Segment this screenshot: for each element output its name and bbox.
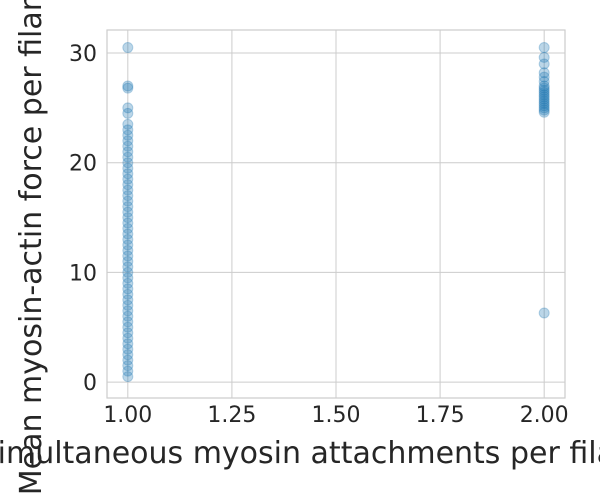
scatter-point xyxy=(122,360,134,372)
scatter-point xyxy=(122,124,134,136)
scatter-point xyxy=(122,255,134,267)
scatter-point xyxy=(538,91,550,103)
scatter-point xyxy=(538,51,550,63)
grid xyxy=(107,30,565,398)
scatter-point xyxy=(122,332,134,344)
scatter-point xyxy=(122,365,134,377)
scatter-point xyxy=(122,327,134,339)
scatter-point xyxy=(122,173,134,185)
scatter-point xyxy=(122,283,134,295)
x-tick-label: 1.50 xyxy=(312,403,361,428)
scatter-point xyxy=(538,80,550,92)
scatter-point xyxy=(122,82,134,94)
scatter-point xyxy=(122,179,134,191)
scatter-point xyxy=(122,140,134,152)
scatter-point xyxy=(122,42,134,54)
scatter-point xyxy=(122,135,134,147)
scatter-point xyxy=(122,162,134,174)
x-axis-label: Simultaneous myosin attachments per fila… xyxy=(0,436,600,471)
scatter-point xyxy=(122,266,134,278)
scatter-point xyxy=(122,190,134,202)
scatter-point xyxy=(122,107,134,119)
scatter-point xyxy=(538,42,550,54)
x-tick-label: 1.25 xyxy=(207,403,256,428)
scatter-point xyxy=(122,80,134,92)
plot-frame xyxy=(106,29,566,399)
scatter-point xyxy=(538,71,550,83)
scatter-point xyxy=(122,343,134,355)
scatter-point xyxy=(122,217,134,229)
scatter-point xyxy=(538,95,550,107)
scatter-point xyxy=(538,84,550,96)
scatter-point xyxy=(122,244,134,256)
scatter-point xyxy=(538,87,550,99)
scatter-point xyxy=(538,67,550,79)
scatter-point xyxy=(122,277,134,289)
scatter-point xyxy=(122,157,134,169)
scatter-point xyxy=(122,212,134,224)
scatter-point xyxy=(538,100,550,112)
scatter-point xyxy=(538,102,550,114)
x-tick-label: 1.00 xyxy=(103,403,152,428)
scatter-point xyxy=(538,76,550,88)
scatter-point xyxy=(122,146,134,158)
scatter-point xyxy=(122,239,134,251)
labels: 0 10 20 30 1.00 1.25 1.50 1.75 2.00 xyxy=(69,42,569,428)
scatter-point xyxy=(122,195,134,207)
points xyxy=(122,42,550,383)
x-tick-label: 2.00 xyxy=(520,403,569,428)
y-tick-label: 10 xyxy=(69,261,97,286)
scatter-point xyxy=(122,310,134,322)
scatter-point xyxy=(122,129,134,141)
scatter-point xyxy=(122,261,134,273)
scatter-point xyxy=(538,82,550,94)
y-tick-label: 20 xyxy=(69,152,97,177)
scatter-point xyxy=(122,151,134,163)
scatter-point xyxy=(122,234,134,246)
scatter-point xyxy=(122,316,134,328)
scatter-point xyxy=(538,89,550,101)
scatter-point xyxy=(538,93,550,105)
scatter-point xyxy=(122,305,134,317)
scatter-point xyxy=(122,250,134,262)
scatter-point xyxy=(122,201,134,213)
scatter-point xyxy=(122,118,134,130)
scatter-point xyxy=(538,106,550,118)
scatter-point xyxy=(122,206,134,218)
y-tick-label: 30 xyxy=(69,42,97,67)
y-tick-label: 0 xyxy=(83,371,97,396)
scatter-point xyxy=(122,168,134,180)
y-axis-label: Mean myosin-actin force per filament xyxy=(14,0,49,495)
scatter-point xyxy=(122,321,134,333)
scatter-point xyxy=(538,104,550,116)
scatter-point xyxy=(538,58,550,70)
scatter-point xyxy=(122,294,134,306)
scatter-point xyxy=(122,288,134,300)
scatter-point xyxy=(122,102,134,114)
scatter-point xyxy=(122,338,134,350)
scatter-point xyxy=(122,184,134,196)
scatter-point xyxy=(122,272,134,284)
scatter-point xyxy=(122,223,134,235)
scatter-point xyxy=(122,349,134,361)
scatter-point xyxy=(122,299,134,311)
scatter-point xyxy=(122,354,134,366)
scatter-point xyxy=(538,97,550,109)
scatter-point xyxy=(538,307,550,319)
scatter-point xyxy=(122,371,134,383)
scatter-point xyxy=(122,228,134,240)
x-tick-label: 1.75 xyxy=(416,403,465,428)
